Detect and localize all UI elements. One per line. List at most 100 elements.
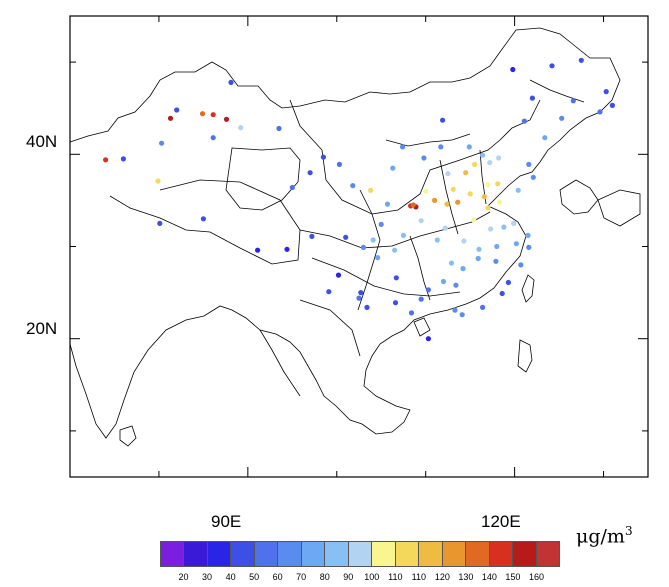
- station-point: [511, 220, 517, 226]
- station-point: [155, 178, 161, 184]
- station-point: [488, 226, 494, 232]
- colorbar-tick-label: 40: [225, 572, 236, 582]
- station-point: [475, 255, 481, 262]
- colorbar-cell: [372, 542, 396, 566]
- station-point: [392, 300, 399, 306]
- colorbar-tick-label: 20: [178, 572, 189, 582]
- station-point: [174, 107, 180, 113]
- station-point: [434, 237, 440, 243]
- station-point: [460, 266, 466, 272]
- station-point: [570, 98, 576, 104]
- station-point: [423, 188, 429, 194]
- station-point: [480, 304, 486, 310]
- station-markers: [103, 57, 616, 342]
- station-point: [360, 244, 366, 250]
- station-point: [526, 244, 532, 250]
- colorbar-tick-label: 130: [458, 572, 474, 582]
- station-point: [513, 241, 520, 247]
- colorbar-tick-label: 110: [388, 572, 403, 582]
- station-point: [485, 182, 491, 188]
- colorbar-cell: [231, 542, 255, 566]
- lon-label-90e: 90E: [211, 512, 242, 531]
- station-point: [542, 135, 548, 141]
- station-point: [481, 194, 487, 200]
- colorbar-cell: [301, 542, 326, 566]
- station-point: [120, 156, 126, 162]
- station-point: [200, 216, 206, 222]
- station-point: [442, 225, 448, 231]
- map-ticks: [70, 16, 648, 477]
- lat-label-40n: 40N: [26, 132, 58, 151]
- station-point: [368, 187, 374, 193]
- station-point: [559, 115, 565, 121]
- station-point: [157, 220, 163, 226]
- units-text: μg/m: [576, 525, 625, 548]
- station-point: [320, 154, 326, 160]
- station-point: [284, 246, 290, 252]
- station-point: [505, 279, 511, 286]
- station-point: [410, 202, 416, 208]
- station-point: [530, 174, 536, 180]
- station-point: [440, 117, 446, 123]
- station-point: [238, 125, 244, 131]
- station-point: [223, 116, 230, 122]
- station-point: [307, 170, 313, 176]
- station-point: [518, 262, 524, 268]
- colorbar-cell: [278, 542, 302, 566]
- colorbar-cell: [466, 542, 490, 566]
- station-point: [432, 197, 438, 203]
- colorbar: [160, 541, 560, 567]
- station-point: [370, 237, 376, 243]
- station-point: [578, 57, 584, 63]
- station-point: [515, 187, 521, 193]
- station-point: [495, 181, 501, 187]
- station-point: [418, 296, 424, 302]
- colorbar-cell: [254, 542, 279, 566]
- station-point: [375, 255, 381, 261]
- colorbar-tick-label: 100: [364, 572, 380, 582]
- station-point: [350, 183, 356, 189]
- station-point: [390, 165, 396, 171]
- station-point: [392, 247, 398, 253]
- station-point: [452, 307, 458, 313]
- station-point: [450, 186, 456, 192]
- station-point: [444, 201, 450, 207]
- coastline: [69, 27, 641, 447]
- station-point: [255, 247, 261, 253]
- station-point: [438, 144, 444, 150]
- station-point: [529, 95, 536, 101]
- station-point: [487, 160, 493, 166]
- station-point: [228, 79, 234, 85]
- station-point: [448, 260, 455, 266]
- station-point: [210, 135, 216, 141]
- station-point: [418, 218, 424, 224]
- station-point: [471, 217, 477, 223]
- colorbar-ticks: 20 30 40 50 60 70 80 90 100 110 110 120 130 140 150 160: [160, 572, 560, 584]
- station-point: [526, 161, 532, 167]
- colorbar-tick-label: 120: [434, 572, 450, 582]
- colorbar-cell: [161, 542, 185, 566]
- colorbar-cell: [489, 542, 514, 566]
- colorbar-tick-label: 50: [249, 572, 260, 582]
- station-point: [167, 115, 174, 121]
- station-point: [494, 243, 500, 250]
- colorbar-tick-label: 90: [343, 572, 354, 582]
- station-point: [510, 66, 516, 73]
- station-point: [440, 278, 447, 285]
- station-point: [496, 199, 503, 205]
- station-point: [480, 152, 486, 158]
- station-point: [472, 161, 478, 167]
- station-point: [525, 232, 531, 238]
- station-point: [597, 109, 603, 115]
- station-point: [210, 112, 216, 118]
- colorbar-units: μg/m3: [576, 524, 633, 547]
- units-exponent: 3: [624, 524, 633, 538]
- lon-label-120e: 120E: [481, 512, 521, 531]
- station-point: [421, 155, 427, 161]
- station-point: [276, 125, 282, 132]
- station-point: [603, 89, 609, 95]
- station-point: [496, 155, 502, 161]
- station-point: [364, 304, 370, 310]
- station-point: [501, 224, 507, 230]
